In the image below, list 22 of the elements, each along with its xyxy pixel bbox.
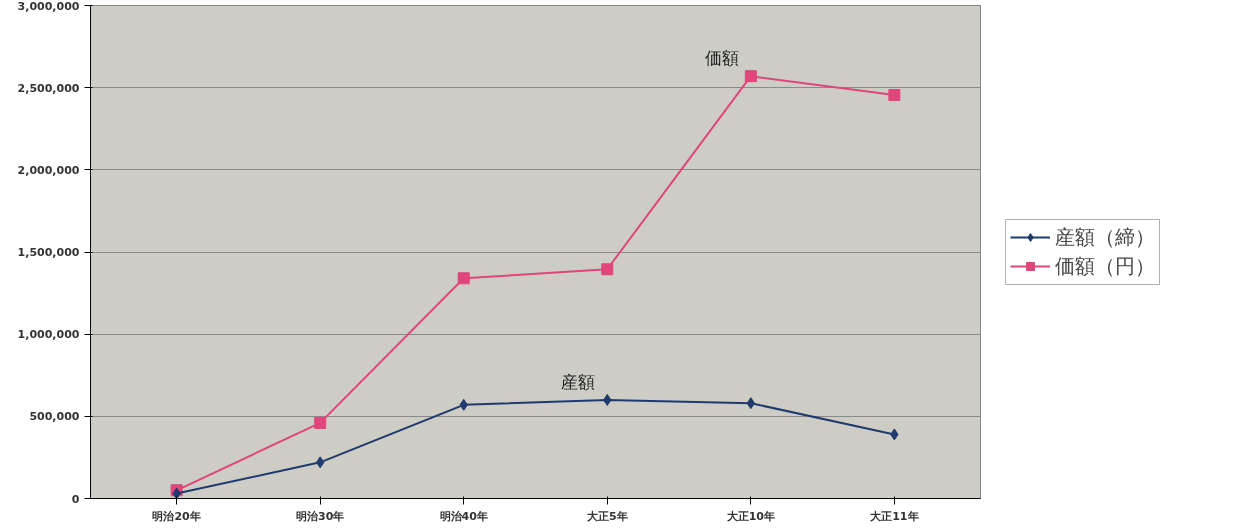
y-tick-label: 1,500,000 [17,246,80,259]
x-tick-label: 大正5年 [586,509,628,523]
y-tick-label: 500,000 [29,410,80,424]
point [314,416,327,429]
y-tick-label: 1,000,000 [17,328,80,342]
x-tick-label: 明治20年 [152,509,201,523]
x-tick-label: 大正10年 [726,509,775,523]
y-tick-label: 0 [71,492,80,506]
annotation: 産額 [561,371,596,392]
point [888,89,901,102]
y-tick-label: 2,500,000 [17,81,80,95]
y-tick-label: 3,000,000 [17,0,80,13]
point [457,272,470,285]
legend-label: 価額（円） [1055,252,1155,280]
annotation: 価額 [704,48,739,69]
point [601,263,614,276]
legend-label: 産額（締） [1055,223,1155,251]
y-tick-label: 2,000,000 [17,163,80,177]
x-tick-label: 明治30年 [296,509,345,523]
x-tick-label: 明治40年 [439,509,488,523]
point [744,70,757,83]
x-tick-label: 大正11年 [870,509,919,523]
